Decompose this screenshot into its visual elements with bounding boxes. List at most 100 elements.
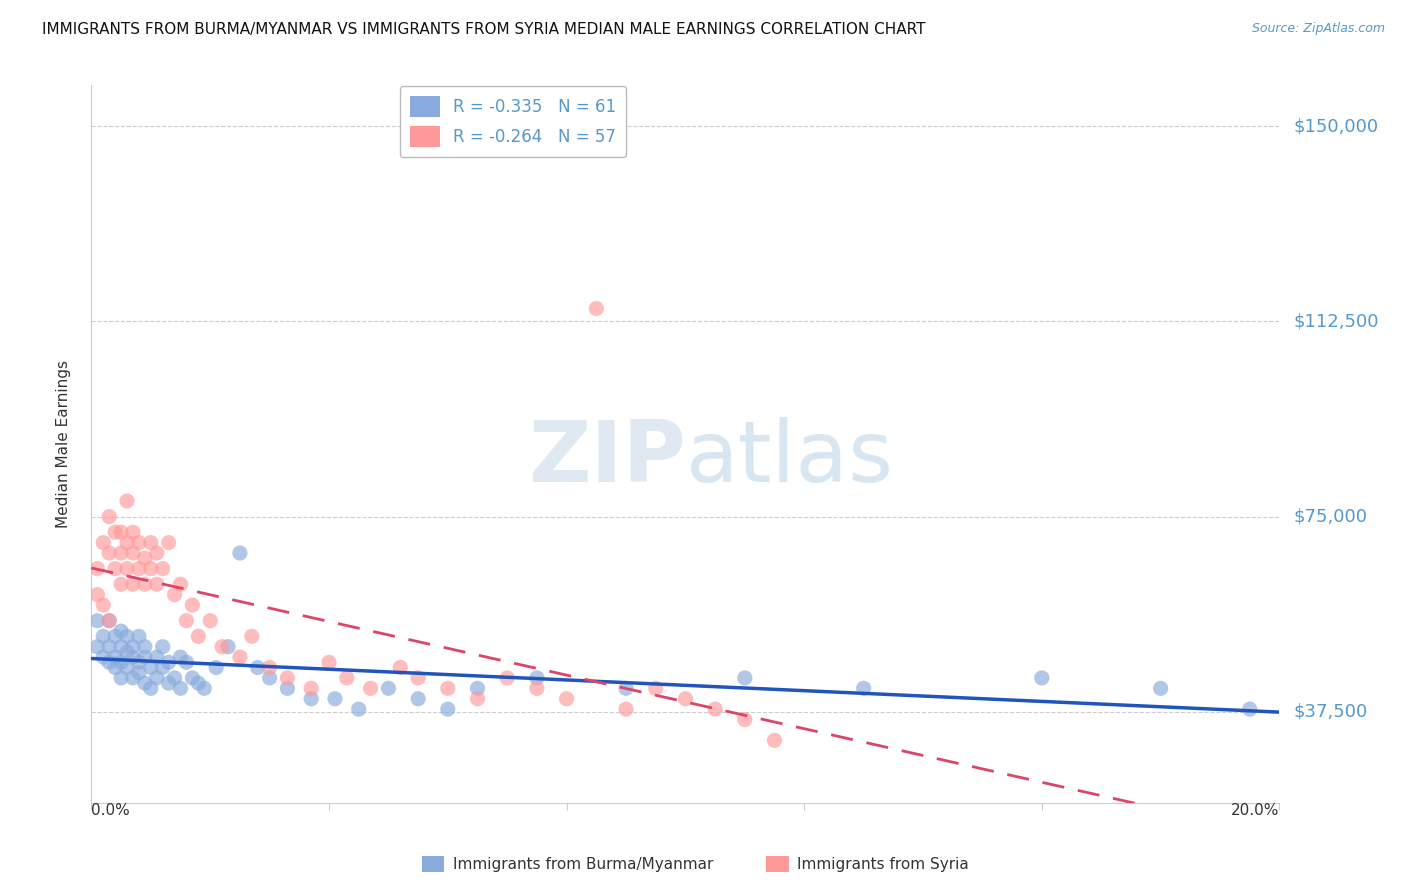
Point — [86, 562, 108, 576]
Point — [299, 681, 322, 696]
Point — [467, 691, 489, 706]
Point — [98, 614, 121, 628]
Point — [98, 509, 121, 524]
Text: Immigrants from Burma/Myanmar: Immigrants from Burma/Myanmar — [453, 857, 713, 871]
Point — [377, 681, 399, 696]
Point — [128, 562, 150, 576]
Point — [128, 665, 150, 680]
Point — [763, 733, 786, 747]
Point — [115, 494, 138, 508]
Point — [526, 671, 548, 685]
Point — [115, 535, 138, 549]
Text: $150,000: $150,000 — [1294, 118, 1378, 136]
Point — [110, 655, 132, 669]
Legend: R = -0.335   N = 61, R = -0.264   N = 57: R = -0.335 N = 61, R = -0.264 N = 57 — [399, 86, 627, 157]
Point — [91, 629, 114, 643]
Point — [347, 702, 370, 716]
Point — [1149, 681, 1171, 696]
Text: Source: ZipAtlas.com: Source: ZipAtlas.com — [1251, 22, 1385, 36]
Point — [259, 671, 281, 685]
Point — [152, 562, 174, 576]
Point — [110, 640, 132, 654]
Point — [852, 681, 875, 696]
Text: atlas: atlas — [685, 417, 893, 500]
Point — [91, 535, 114, 549]
Point — [389, 660, 412, 674]
Text: IMMIGRANTS FROM BURMA/MYANMAR VS IMMIGRANTS FROM SYRIA MEDIAN MALE EARNINGS CORR: IMMIGRANTS FROM BURMA/MYANMAR VS IMMIGRA… — [42, 22, 925, 37]
Point — [86, 614, 108, 628]
Point — [318, 655, 340, 669]
Point — [86, 640, 108, 654]
Point — [187, 676, 209, 690]
Point — [98, 614, 121, 628]
Point — [110, 577, 132, 591]
Point — [496, 671, 519, 685]
Point — [406, 691, 429, 706]
Point — [122, 650, 145, 665]
Point — [217, 640, 239, 654]
Point — [673, 691, 696, 706]
Point — [145, 577, 167, 591]
Point — [98, 655, 121, 669]
Point — [122, 640, 145, 654]
Text: $37,500: $37,500 — [1294, 703, 1368, 721]
Point — [436, 681, 458, 696]
Point — [323, 691, 346, 706]
Point — [134, 577, 156, 591]
Point — [145, 650, 167, 665]
Point — [122, 546, 145, 560]
Point — [157, 676, 180, 690]
Point — [115, 629, 138, 643]
Point — [110, 624, 132, 639]
Point — [181, 598, 204, 612]
Point — [115, 645, 138, 659]
Point — [98, 546, 121, 560]
Point — [122, 671, 145, 685]
Point — [1239, 702, 1261, 716]
Point — [704, 702, 727, 716]
Point — [145, 671, 167, 685]
Point — [276, 671, 298, 685]
Point — [104, 629, 127, 643]
Text: $75,000: $75,000 — [1294, 508, 1368, 525]
Point — [526, 681, 548, 696]
Point — [169, 577, 191, 591]
Point — [157, 655, 180, 669]
Point — [139, 562, 162, 576]
Point — [98, 640, 121, 654]
Point — [585, 301, 607, 316]
Point — [406, 671, 429, 685]
Point — [169, 650, 191, 665]
Point — [139, 681, 162, 696]
Point — [163, 671, 186, 685]
Point — [157, 535, 180, 549]
Point — [104, 562, 127, 576]
Point — [205, 660, 228, 674]
Point — [246, 660, 269, 674]
Text: ZIP: ZIP — [527, 417, 685, 500]
Point — [1031, 671, 1053, 685]
Point — [200, 614, 222, 628]
Point — [115, 562, 138, 576]
Point — [276, 681, 298, 696]
Point — [169, 681, 191, 696]
Point — [110, 525, 132, 540]
Y-axis label: Median Male Earnings: Median Male Earnings — [56, 359, 70, 528]
Point — [134, 551, 156, 566]
Point — [211, 640, 233, 654]
Point — [614, 702, 637, 716]
Point — [259, 660, 281, 674]
Point — [134, 650, 156, 665]
Point — [555, 691, 578, 706]
Point — [145, 546, 167, 560]
Point — [614, 681, 637, 696]
Point — [91, 598, 114, 612]
Point — [110, 546, 132, 560]
Point — [360, 681, 382, 696]
Point — [229, 650, 252, 665]
Point — [644, 681, 666, 696]
Text: Immigrants from Syria: Immigrants from Syria — [797, 857, 969, 871]
Point — [134, 640, 156, 654]
Text: 20.0%: 20.0% — [1232, 803, 1279, 818]
Text: 0.0%: 0.0% — [91, 803, 131, 818]
